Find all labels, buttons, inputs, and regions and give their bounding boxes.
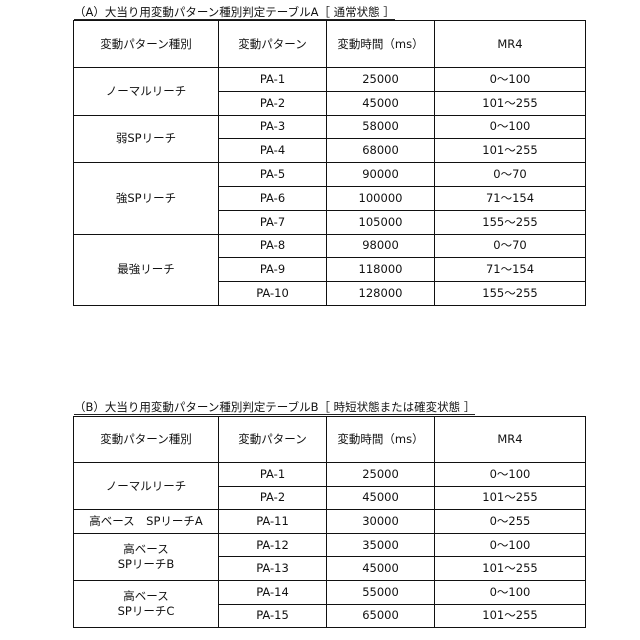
pattern-cell: PA-2	[219, 486, 327, 510]
pattern-cell: PA-1	[219, 463, 327, 487]
mr4-cell: 0～70	[435, 163, 586, 187]
pattern-type-cell: 強SPリーチ	[74, 163, 219, 234]
duration-ms-cell: 25000	[327, 463, 435, 487]
table-a: 変動パターン種別変動パターン変動時間（ms）MR4ノーマルリーチPA-12500…	[73, 20, 586, 306]
pattern-type-cell: 高ベース SPリーチC	[74, 580, 219, 627]
mr4-cell: 0～100	[435, 463, 586, 487]
pattern-cell: PA-12	[219, 533, 327, 557]
table-row: 高ベース SPリーチBPA-12350000～100	[74, 533, 586, 557]
mr4-cell: 155～255	[435, 210, 586, 234]
table-a-title: （A）大当り用変動パターン種別判定テーブルA［ 通常状態 ］	[74, 6, 395, 20]
pattern-cell: PA-9	[219, 258, 327, 282]
table-row: 強SPリーチPA-5900000～70	[74, 163, 586, 187]
pattern-cell: PA-13	[219, 557, 327, 581]
pattern-cell: PA-4	[219, 139, 327, 163]
pattern-cell: PA-2	[219, 91, 327, 115]
mr4-cell: 71～154	[435, 186, 586, 210]
pattern-type-cell: 最強リーチ	[74, 234, 219, 305]
mr4-cell: 101～255	[435, 139, 586, 163]
pattern-cell: PA-3	[219, 115, 327, 139]
duration-ms-cell: 45000	[327, 557, 435, 581]
header-pattern-type: 変動パターン種別	[74, 417, 219, 463]
mr4-cell: 0～100	[435, 68, 586, 92]
duration-ms-cell: 25000	[327, 68, 435, 92]
mr4-cell: 101～255	[435, 604, 586, 628]
duration-ms-cell: 58000	[327, 115, 435, 139]
header-row: 変動パターン種別変動パターン変動時間（ms）MR4	[74, 21, 586, 68]
mr4-cell: 101～255	[435, 91, 586, 115]
header-pattern: 変動パターン	[219, 21, 327, 68]
duration-ms-cell: 100000	[327, 186, 435, 210]
header-mr4: MR4	[435, 21, 586, 68]
pattern-cell: PA-5	[219, 163, 327, 187]
header-mr4: MR4	[435, 417, 586, 463]
duration-ms-cell: 118000	[327, 258, 435, 282]
mr4-cell: 0～70	[435, 234, 586, 258]
table-row: 最強リーチPA-8980000～70	[74, 234, 586, 258]
duration-ms-cell: 45000	[327, 91, 435, 115]
mr4-cell: 0～255	[435, 510, 586, 534]
header-row: 変動パターン種別変動パターン変動時間（ms）MR4	[74, 417, 586, 463]
duration-ms-cell: 30000	[327, 510, 435, 534]
table-row: 弱SPリーチPA-3580000～100	[74, 115, 586, 139]
header-pattern-type: 変動パターン種別	[74, 21, 219, 68]
table-row: 高ベース SPリーチCPA-14550000～100	[74, 580, 586, 604]
duration-ms-cell: 68000	[327, 139, 435, 163]
table-row: 高ベース SPリーチAPA-11300000～255	[74, 510, 586, 534]
pattern-cell: PA-6	[219, 186, 327, 210]
mr4-cell: 101～255	[435, 557, 586, 581]
header-pattern: 変動パターン	[219, 417, 327, 463]
pattern-cell: PA-14	[219, 580, 327, 604]
mr4-cell: 0～100	[435, 533, 586, 557]
table-row: ノーマルリーチPA-1250000～100	[74, 68, 586, 92]
pattern-cell: PA-8	[219, 234, 327, 258]
pattern-type-cell: 高ベース SPリーチB	[74, 533, 219, 580]
pattern-cell: PA-1	[219, 68, 327, 92]
duration-ms-cell: 90000	[327, 163, 435, 187]
header-duration-ms: 変動時間（ms）	[327, 417, 435, 463]
table-b: 変動パターン種別変動パターン変動時間（ms）MR4ノーマルリーチPA-12500…	[73, 416, 586, 628]
table-row: ノーマルリーチPA-1250000～100	[74, 463, 586, 487]
pattern-cell: PA-11	[219, 510, 327, 534]
mr4-cell: 155～255	[435, 282, 586, 306]
duration-ms-cell: 98000	[327, 234, 435, 258]
mr4-cell: 0～100	[435, 580, 586, 604]
mr4-cell: 0～100	[435, 115, 586, 139]
duration-ms-cell: 105000	[327, 210, 435, 234]
pattern-cell: PA-10	[219, 282, 327, 306]
pattern-cell: PA-7	[219, 210, 327, 234]
duration-ms-cell: 55000	[327, 580, 435, 604]
duration-ms-cell: 45000	[327, 486, 435, 510]
pattern-type-cell: ノーマルリーチ	[74, 68, 219, 116]
pattern-type-cell: ノーマルリーチ	[74, 463, 219, 510]
pattern-cell: PA-15	[219, 604, 327, 628]
duration-ms-cell: 35000	[327, 533, 435, 557]
mr4-cell: 71～154	[435, 258, 586, 282]
duration-ms-cell: 65000	[327, 604, 435, 628]
mr4-cell: 101～255	[435, 486, 586, 510]
table-b-title: （B）大当り用変動パターン種別判定テーブルB［ 時短状態または確変状態 ］	[74, 401, 475, 415]
header-duration-ms: 変動時間（ms）	[327, 21, 435, 68]
pattern-type-cell: 弱SPリーチ	[74, 115, 219, 163]
pattern-type-cell: 高ベース SPリーチA	[74, 510, 219, 534]
duration-ms-cell: 128000	[327, 282, 435, 306]
